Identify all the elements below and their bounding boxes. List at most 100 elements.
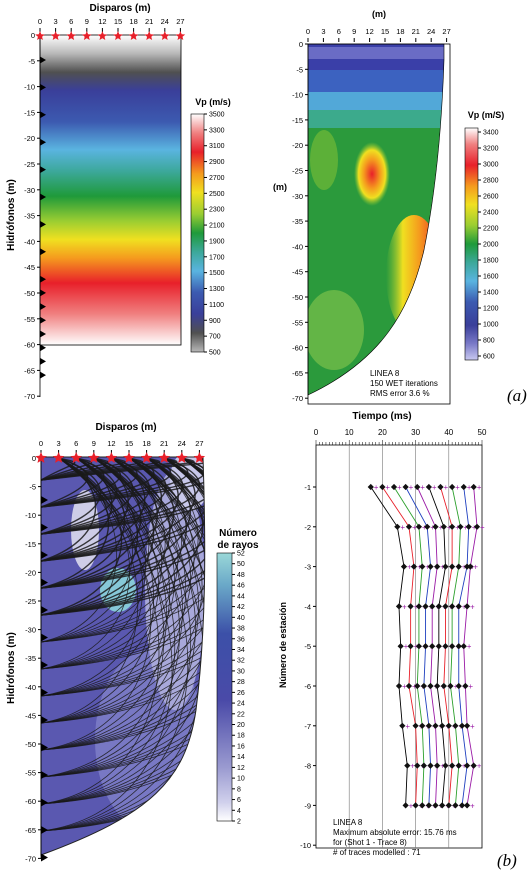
- y-tick-label: -1: [304, 483, 311, 492]
- x-tick-label: 24: [427, 27, 435, 36]
- tomography-title: (m): [372, 9, 386, 19]
- computed-point: +: [404, 642, 409, 651]
- y-tick-label: -10: [24, 83, 35, 92]
- y-tick-label: -65: [25, 826, 36, 835]
- computed-point: +: [414, 602, 419, 611]
- x-tick-label: 24: [178, 439, 186, 448]
- computed-point: +: [477, 483, 482, 492]
- x-tick-label: 15: [381, 27, 389, 36]
- receiver-marker: [40, 275, 46, 283]
- receiver-marker: [40, 248, 46, 256]
- initial-model-panel: Disparos (m) 0 3 6 9 12 15 18 21 24 27 0 -5 -10 -15 -…: [0, 0, 240, 405]
- receiver-marker: [41, 716, 48, 724]
- x-tick-label: 21: [412, 27, 420, 36]
- x-tick-label: 15: [125, 439, 133, 448]
- ray-path: [41, 457, 205, 724]
- observed-point: [419, 802, 426, 809]
- computed-point: +: [467, 642, 472, 651]
- ray-path: [41, 457, 205, 778]
- receiver-marker: [40, 289, 46, 297]
- ray-path: [41, 457, 167, 751]
- shot-marker: [88, 452, 100, 463]
- receiver-marker: [40, 344, 46, 352]
- shot-marker: [128, 31, 139, 40]
- x-tick-label: 6: [69, 17, 73, 26]
- x-tick-label: 9: [92, 439, 96, 448]
- tomography-xticks: 0 3 6 9 12 15 18 21 24 27: [306, 27, 451, 42]
- x-tick-label: 27: [442, 27, 450, 36]
- ray-path: [41, 457, 205, 751]
- x-tick-label: 0: [39, 439, 43, 448]
- ray-path: [41, 457, 205, 697]
- ray-path: [41, 457, 205, 805]
- colorbar-tick-label: 2000: [483, 242, 499, 249]
- ray-path: [41, 457, 205, 535]
- x-tick-label: 9: [85, 17, 89, 26]
- colorbar-tick-label: 1100: [209, 302, 224, 309]
- colorbar-tick-label: 42: [237, 604, 245, 611]
- y-tick-label: -6: [304, 682, 311, 691]
- receiver-marker: [40, 83, 46, 91]
- colorbar-tick-label: 52: [237, 551, 245, 558]
- y-tick-label: -65: [292, 369, 303, 378]
- y-tick-label: -35: [24, 212, 35, 221]
- ray-path: [41, 457, 201, 535]
- x-tick-label: 15: [114, 17, 122, 26]
- ray-path: [41, 457, 144, 481]
- receiver-marker: [40, 220, 46, 228]
- colorbar-tick-label: 1900: [209, 238, 225, 245]
- computed-point: +: [455, 483, 460, 492]
- ray-path: [41, 457, 205, 778]
- colorbar-tick-label: 600: [483, 354, 495, 361]
- ray-path: [41, 457, 205, 724]
- traveltime-note-line: # of traces modelled : 71: [333, 848, 421, 857]
- traveltime-yticks: -1 -2 -3 -4 -5 -6 -7 -8 -9 -10: [300, 483, 316, 850]
- computed-point: +: [468, 682, 473, 691]
- observed-point: [395, 603, 403, 610]
- shot-marker: [66, 31, 76, 40]
- observed-point: [422, 603, 429, 610]
- shot-marker: [175, 31, 186, 40]
- colorbar-tick-label: 30: [237, 668, 245, 675]
- observed-point: [440, 682, 447, 690]
- y-tick-label: 0: [299, 40, 303, 49]
- receiver-marker: [41, 633, 48, 642]
- colorbar-tick-label: 1300: [209, 286, 225, 293]
- x-tick-label: 18: [396, 27, 404, 36]
- colorbar-tick-label: 2600: [483, 194, 499, 201]
- colorbar-tick-label: 2800: [483, 178, 499, 185]
- receiver-marker: [40, 138, 46, 146]
- x-tick-label: 18: [142, 439, 150, 448]
- ray-path: [41, 457, 205, 643]
- colorbar-tick-label: 2700: [209, 175, 225, 182]
- x-tick-label: 9: [352, 27, 356, 36]
- colorbar-tick-label: 20: [237, 722, 245, 729]
- y-tick-label: -40: [24, 237, 35, 246]
- y-tick-label: -50: [292, 293, 303, 302]
- shot-marker: [113, 31, 123, 40]
- receiver-marker: [40, 371, 46, 379]
- figure-label-b: (b): [497, 851, 517, 870]
- y-tick-label: -5: [29, 483, 36, 492]
- initial-colorbar: [190, 113, 205, 353]
- x-tick-label: 20: [378, 428, 387, 437]
- colorbar-tick-label: 1000: [483, 322, 499, 329]
- x-tick-label: 24: [161, 17, 169, 26]
- ray-path: [41, 457, 155, 616]
- observed-point: [367, 483, 374, 491]
- computed-point: +: [462, 563, 467, 572]
- y-tick-label: -25: [24, 160, 35, 169]
- x-tick-label: 12: [98, 17, 106, 26]
- colorbar-tick-label: 46: [237, 583, 245, 590]
- tomography-ylabel: (m): [273, 182, 287, 192]
- shot-marker: [52, 452, 65, 463]
- y-tick-label: -25: [25, 597, 36, 606]
- computed-point: +: [462, 762, 467, 771]
- y-tick-label: -40: [292, 242, 303, 251]
- y-tick-label: -15: [24, 108, 35, 117]
- shot-marker: [158, 452, 170, 463]
- colorbar-tick-label: 38: [237, 626, 245, 633]
- ray-path: [41, 457, 205, 481]
- receiver-marker: [41, 771, 48, 779]
